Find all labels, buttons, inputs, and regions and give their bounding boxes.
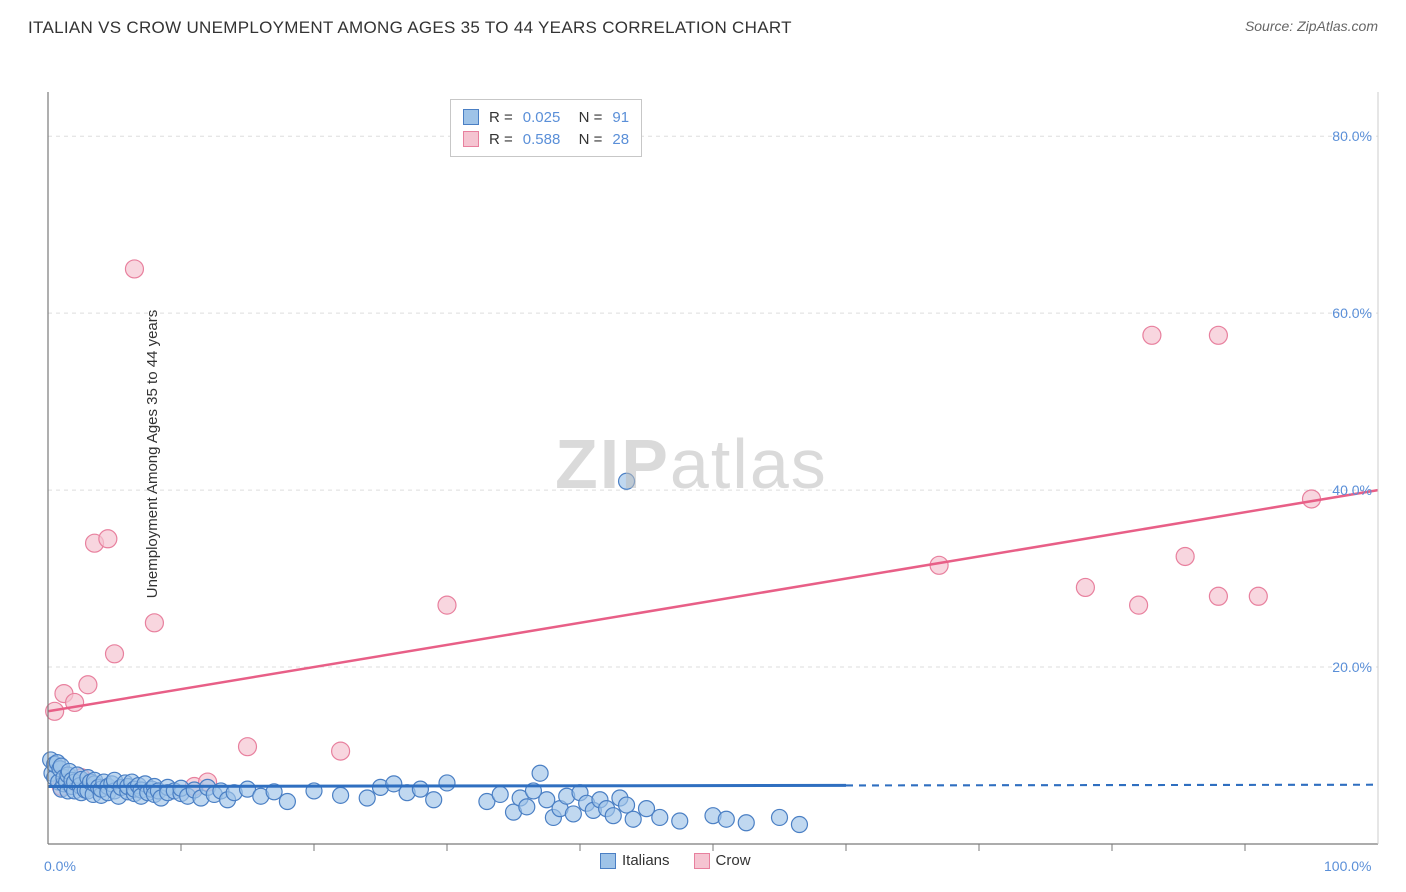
chart-title: ITALIAN VS CROW UNEMPLOYMENT AMONG AGES … [28, 18, 792, 38]
legend-item-italians: Italians [600, 852, 670, 869]
source-attribution: Source: ZipAtlas.com [1245, 18, 1378, 34]
legend-row-italians: R =0.025 N =91 [463, 106, 629, 128]
source-link[interactable]: ZipAtlas.com [1297, 18, 1378, 34]
svg-text:20.0%: 20.0% [1332, 659, 1372, 675]
swatch-crow [463, 131, 479, 147]
scatter-chart-svg: 20.0% 40.0% 60.0% 80.0% [0, 44, 1406, 884]
legend-item-crow: Crow [694, 852, 751, 869]
svg-text:80.0%: 80.0% [1332, 128, 1372, 144]
x-axis-max-label: 100.0% [1324, 858, 1371, 874]
correlation-legend: R =0.025 N =91 R =0.588 N =28 [450, 99, 642, 157]
svg-text:40.0%: 40.0% [1332, 482, 1372, 498]
swatch-italians [463, 109, 479, 125]
swatch-crow-icon [694, 853, 710, 869]
legend-row-crow: R =0.588 N =28 [463, 128, 629, 150]
series-legend: Italians Crow [600, 852, 751, 869]
chart-area: Unemployment Among Ages 35 to 44 years 2… [0, 44, 1406, 864]
x-axis-min-label: 0.0% [44, 858, 76, 874]
svg-text:60.0%: 60.0% [1332, 305, 1372, 321]
swatch-italians-icon [600, 853, 616, 869]
